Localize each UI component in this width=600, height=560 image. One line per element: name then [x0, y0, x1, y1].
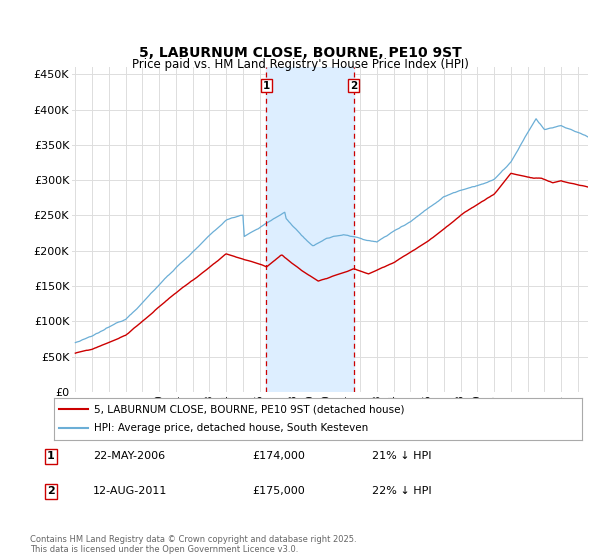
Text: 22-MAY-2006: 22-MAY-2006	[93, 451, 165, 461]
Text: 21% ↓ HPI: 21% ↓ HPI	[372, 451, 431, 461]
Text: 1: 1	[262, 81, 269, 91]
Text: 1: 1	[47, 451, 55, 461]
Text: 22% ↓ HPI: 22% ↓ HPI	[372, 486, 431, 496]
Text: HPI: Average price, detached house, South Kesteven: HPI: Average price, detached house, Sout…	[94, 423, 368, 433]
Text: 2: 2	[350, 81, 358, 91]
Text: 12-AUG-2011: 12-AUG-2011	[93, 486, 167, 496]
Text: Contains HM Land Registry data © Crown copyright and database right 2025.
This d: Contains HM Land Registry data © Crown c…	[30, 535, 356, 554]
Text: Price paid vs. HM Land Registry's House Price Index (HPI): Price paid vs. HM Land Registry's House …	[131, 58, 469, 71]
Bar	[266, 67, 354, 392]
Text: £174,000: £174,000	[252, 451, 305, 461]
Text: 5, LABURNUM CLOSE, BOURNE, PE10 9ST: 5, LABURNUM CLOSE, BOURNE, PE10 9ST	[139, 46, 461, 60]
Text: 2: 2	[47, 486, 55, 496]
Text: 5, LABURNUM CLOSE, BOURNE, PE10 9ST (detached house): 5, LABURNUM CLOSE, BOURNE, PE10 9ST (det…	[94, 404, 404, 414]
Text: £175,000: £175,000	[252, 486, 305, 496]
